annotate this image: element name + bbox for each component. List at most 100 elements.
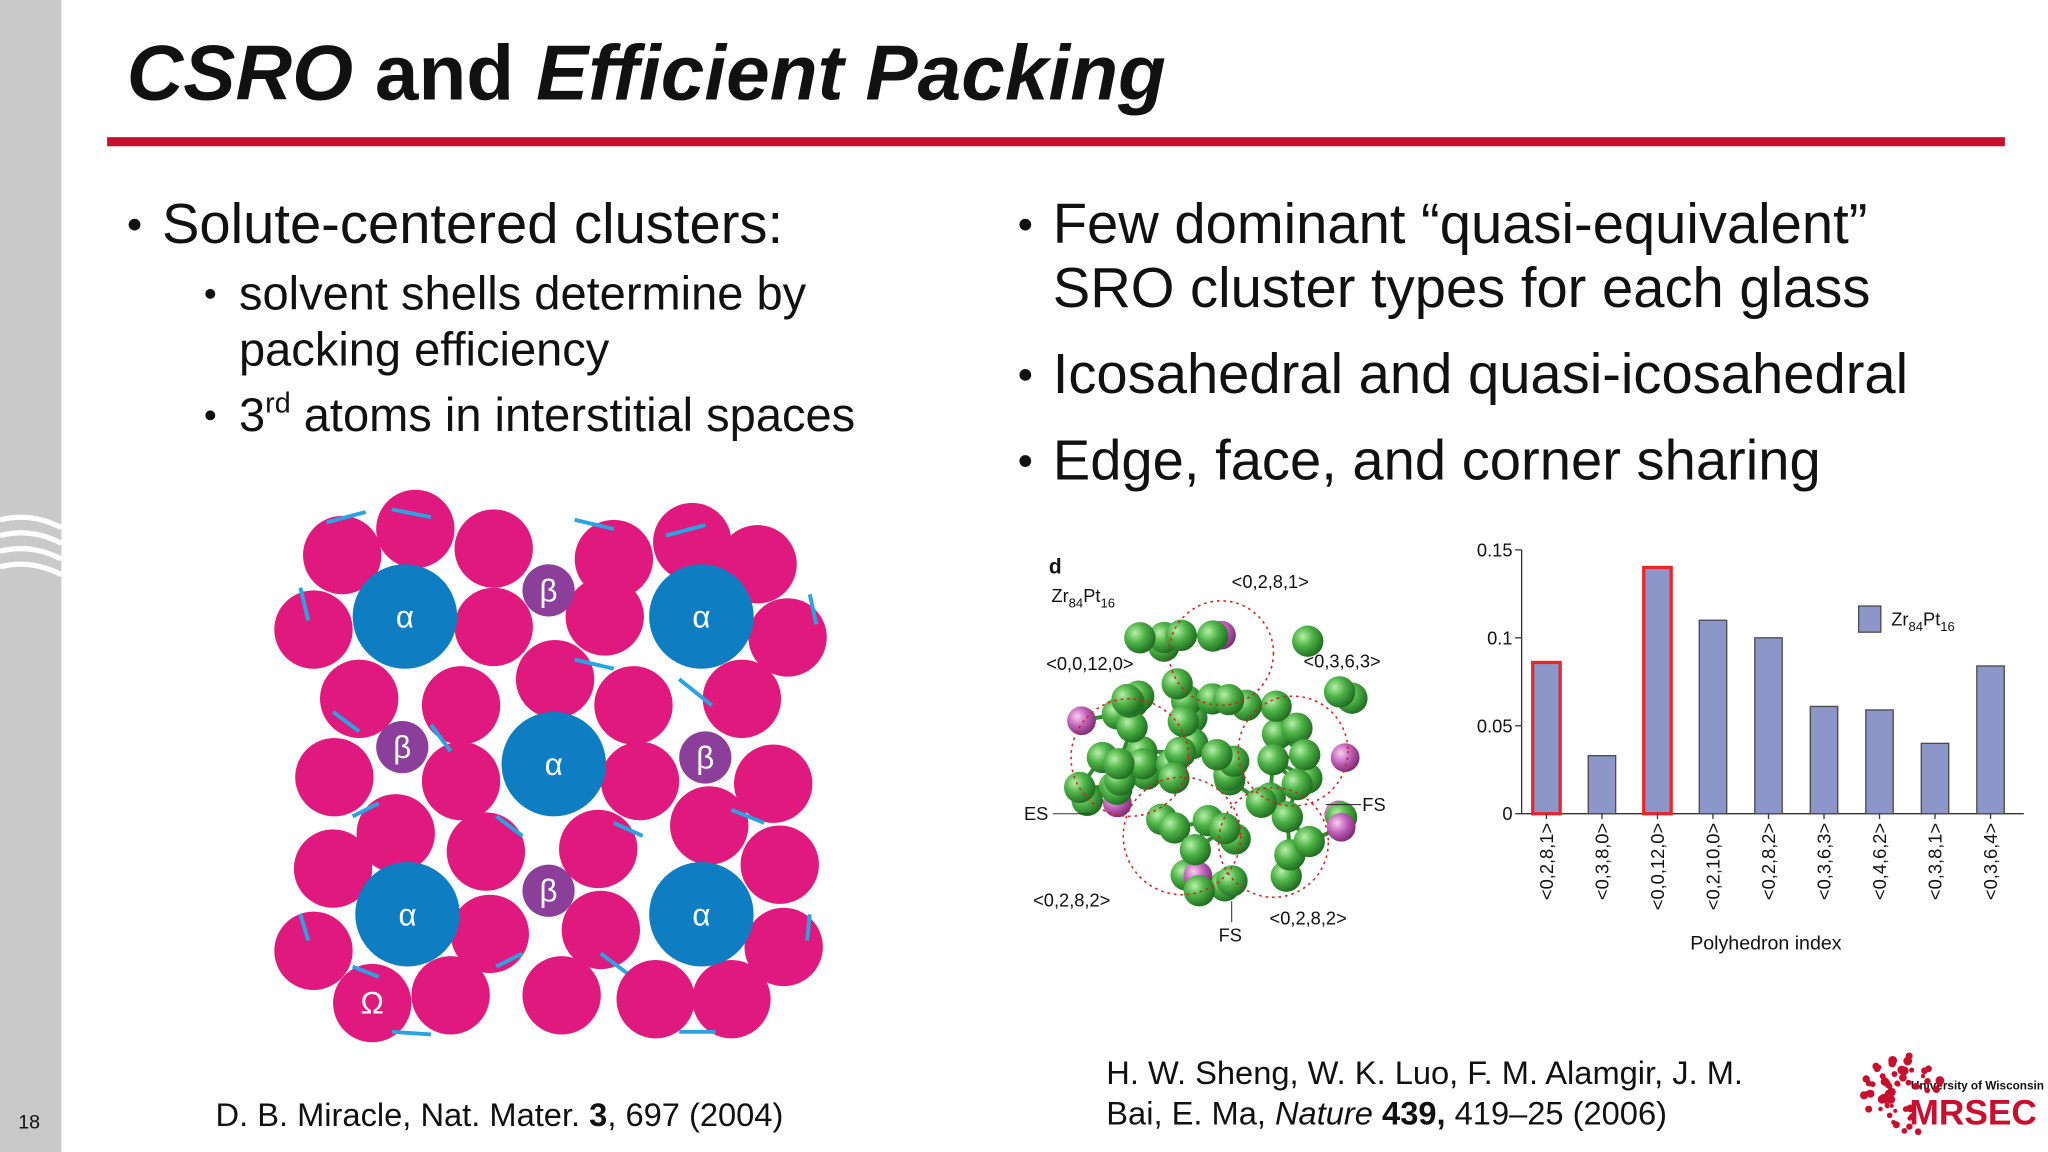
bullet (1019, 368, 1032, 381)
bullet-text: 3rd atoms in interstitial spaces (239, 388, 855, 441)
text-part: 419–25 (2006) (1446, 1095, 1667, 1132)
side-bar (0, 0, 62, 1152)
subscript: 16 (1100, 595, 1115, 610)
superscript: rd (265, 388, 291, 420)
logo-dot (1893, 1108, 1898, 1113)
logo-dot (1914, 1128, 1922, 1136)
legend-text-part: 16 (1940, 619, 1955, 634)
shell-arc (351, 964, 380, 979)
diagram-label: β (393, 730, 411, 765)
atom-zr (1103, 748, 1135, 780)
subscript: 84 (1069, 595, 1084, 610)
bar (1587, 755, 1617, 815)
atom-zr (1167, 705, 1199, 738)
bullet (1019, 455, 1032, 467)
logo-university: University of Wisconsin (1911, 1079, 2044, 1092)
bullet (128, 218, 141, 231)
x-tick-label: <0,4,6,2> (1869, 823, 1890, 900)
logo-dot (1891, 1071, 1898, 1077)
shell-arc (495, 814, 524, 838)
shell-arc (805, 914, 812, 941)
atom-pt (1330, 743, 1360, 773)
logo-dot (1912, 1083, 1920, 1090)
shell-arc (495, 951, 524, 969)
atom-zr (1165, 619, 1197, 652)
logo-dot (1894, 1080, 1901, 1087)
legend-text-part: 84 (1909, 619, 1924, 634)
cluster-label: FS (1219, 925, 1242, 946)
side-waves (0, 514, 63, 578)
atom-zr (1209, 812, 1241, 845)
text-part: 439, (1373, 1095, 1446, 1132)
atom-solvent (565, 577, 644, 656)
bullet-text: Edge, face, and corner sharing (1053, 428, 1821, 491)
atom-zr (1158, 812, 1191, 844)
atom-zr (1281, 712, 1313, 744)
atom-solvent (515, 640, 595, 719)
slide-number: 18 (18, 1111, 40, 1133)
atom-zr (1161, 668, 1193, 700)
shell-arc (730, 807, 765, 825)
shell-arc (298, 913, 311, 941)
shell-arc (298, 587, 311, 621)
panel-label: d (1049, 555, 1062, 578)
atom-solvent (454, 587, 533, 667)
left-bullets: Solute-centered clusters: solvent shells… (128, 192, 855, 441)
y-tick-label: 0 (1502, 803, 1512, 824)
legend-swatch (1857, 605, 1882, 633)
logo-dot (1878, 1106, 1883, 1112)
bullet-text: Icosahedral and quasi-icosahedral (1053, 342, 1908, 405)
cluster-outline (1237, 695, 1349, 807)
atom-solvent (303, 515, 382, 595)
logo-dot (1906, 1123, 1913, 1130)
legend-label: Zr84Pt16 (1891, 609, 1955, 634)
atom-zr (1289, 739, 1321, 771)
bar (1698, 619, 1728, 815)
atom-solvent (274, 590, 353, 669)
logo-dot (1860, 1091, 1869, 1100)
shell-arc (613, 821, 644, 838)
cluster-label: <0,3,6,3> (1304, 650, 1381, 671)
diagram-label: β (540, 573, 558, 608)
bullet-text: solvent shells determine by (239, 267, 807, 320)
atom-solvent (446, 812, 526, 891)
bullet-text: SRO cluster types for each glass (1053, 256, 1871, 319)
x-tick-label: <0,3,8,1> (1925, 823, 1946, 900)
logo-dot (1884, 1102, 1890, 1108)
atom-solvent (421, 666, 501, 745)
text-part: D. B. Miracle, Nat. Mater. (216, 1096, 590, 1133)
cluster-labels: d Zr84Pt16 <0,2,8,1> <0,0,12,0> <0,3,6,3… (1024, 555, 1386, 945)
cluster-label: <0,2,8,2> (1270, 908, 1347, 929)
logo-name: MRSEC (1910, 1094, 2037, 1133)
atom-solvent (740, 825, 819, 904)
text-part: Pt (1083, 585, 1100, 606)
atom-zr (1201, 739, 1233, 771)
atom-pt (1067, 706, 1096, 736)
atom-zr (1292, 625, 1324, 657)
atom-alpha (501, 711, 607, 817)
logo-dot (1935, 1076, 1945, 1085)
atom-pt (1326, 812, 1356, 842)
text-part: Zr (1051, 585, 1068, 606)
shell-arc (391, 507, 432, 520)
shell-arc (665, 523, 706, 538)
bullet (1019, 218, 1032, 231)
logo-dot (1865, 1105, 1873, 1113)
bullet-text: packing efficiency (239, 323, 610, 376)
atom-zr (1124, 622, 1156, 654)
atom-alpha (649, 862, 754, 967)
x-tick-label: <0,3,6,4> (1980, 823, 2001, 900)
diagram-label: α (398, 897, 416, 932)
atom-solvent (574, 519, 654, 599)
logo-dot (1899, 1073, 1907, 1082)
logo-dot (1907, 1116, 1913, 1121)
atom-zr (1127, 748, 1159, 780)
title-part: CSRO (127, 28, 353, 116)
shell-arc (807, 593, 819, 625)
atom-solvent (421, 741, 501, 821)
text-part: 3 (239, 388, 265, 441)
bullet (205, 410, 216, 421)
title-rule (107, 137, 2005, 147)
